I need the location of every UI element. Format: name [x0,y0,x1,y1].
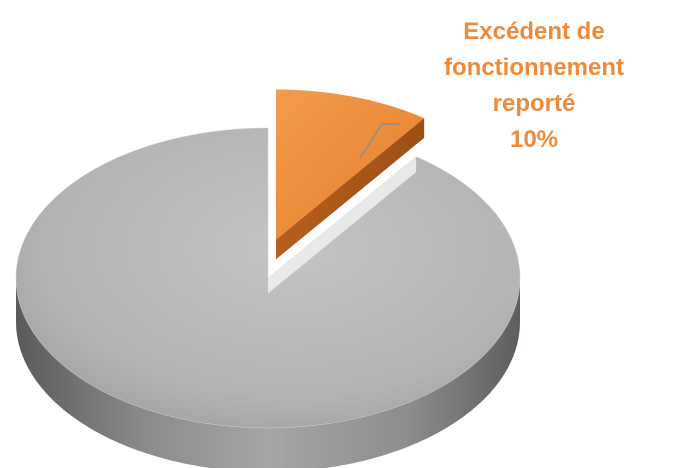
slice-label: Excédent de fonctionnement reporté 10% [395,14,673,158]
slice-cut-face-1 [268,156,417,294]
slice-percent-label: 10% [509,126,559,153]
slice-label-line-3: reporté [492,90,576,117]
slice-label-line-1: Excédent de [463,18,605,45]
slice-side-1 [16,278,520,468]
slice-label-line-2: fonctionnement [444,54,624,81]
